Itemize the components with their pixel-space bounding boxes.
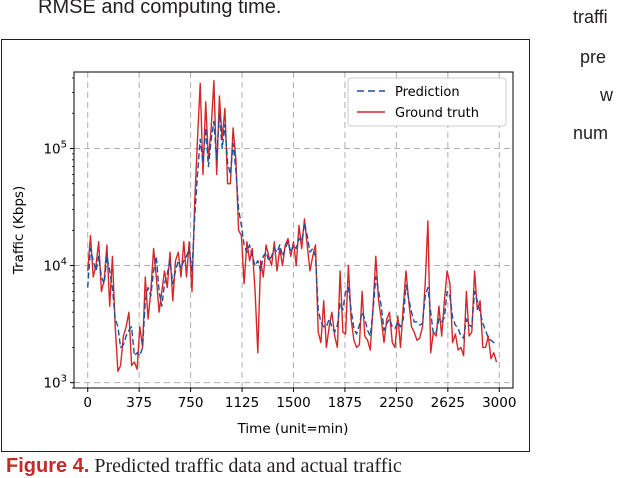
x-tick-label: 2250 xyxy=(379,395,413,411)
body-text-top: RMSE and computing time. xyxy=(38,0,281,19)
side-text-line-1: traffi xyxy=(573,7,608,27)
x-tick-label: 375 xyxy=(126,395,152,411)
x-tick-label: 1125 xyxy=(225,395,259,411)
prediction-series-line xyxy=(87,112,497,357)
legend-box xyxy=(347,77,507,127)
y-tick-label: 104 xyxy=(43,257,67,275)
x-tick-label: 750 xyxy=(178,395,204,411)
x-tick-label: 2625 xyxy=(431,395,465,411)
x-tick-label: 0 xyxy=(83,395,92,411)
x-tick-label: 1500 xyxy=(276,395,310,411)
x-tick-label: 1875 xyxy=(328,395,362,411)
side-text-line-2: pre xyxy=(580,47,607,67)
x-axis-label: Time (unit=min) xyxy=(237,421,349,437)
legend: Prediction Ground truth xyxy=(347,77,507,127)
caption-label: Figure 4. xyxy=(6,455,90,477)
y-axis-label: Traffic (Kbps) xyxy=(11,186,27,275)
x-axis-ticks: 0 375 750 1125 1500 1875 2250 2625 3000 xyxy=(83,388,516,411)
legend-ground-truth-label: Ground truth xyxy=(395,106,479,121)
y-tick-label: 105 xyxy=(43,139,67,157)
body-text-top-line: RMSE and computing time. xyxy=(38,0,282,18)
y-axis-ticks: 103 104 105 xyxy=(43,77,74,392)
traffic-chart: 0 375 750 1125 1500 1875 2250 2625 3000 10310410… xyxy=(11,71,516,437)
figure-frame: 0 375 750 1125 1500 1875 2250 2625 3000 103 104 10… xyxy=(1,39,530,452)
y-tick-label: 103 xyxy=(43,374,67,392)
x-tick-label: 3000 xyxy=(482,395,516,411)
series-lines xyxy=(87,79,498,372)
figure-caption: Figure 4. Predicted traffic data and act… xyxy=(6,455,402,478)
caption-text: Predicted traffic data and actual traffi… xyxy=(94,455,402,477)
legend-prediction-label: Prediction xyxy=(395,85,460,100)
side-text-line-4: num xyxy=(573,123,609,143)
side-text-line-3: w xyxy=(600,85,613,105)
